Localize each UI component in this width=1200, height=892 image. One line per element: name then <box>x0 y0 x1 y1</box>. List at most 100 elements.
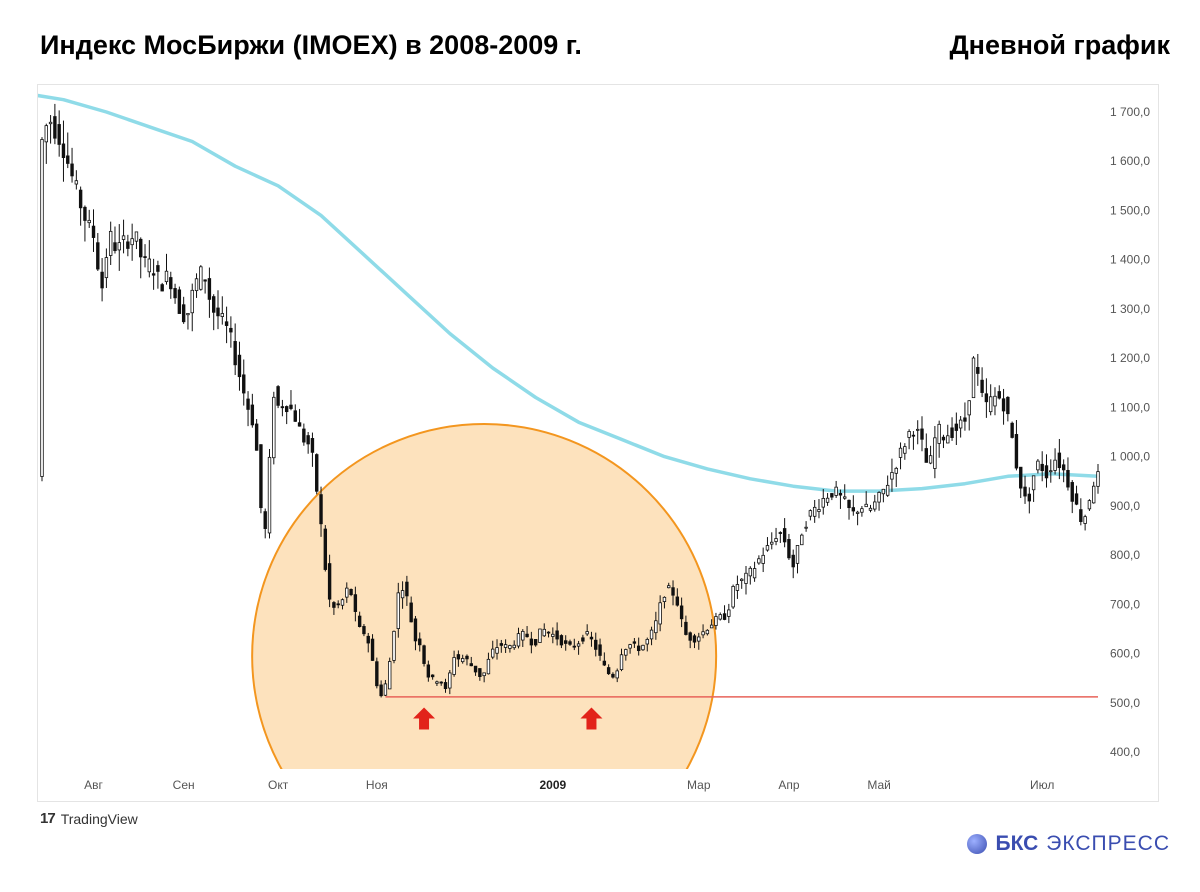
candle <box>718 612 722 621</box>
candle <box>370 634 375 661</box>
candle <box>430 674 435 680</box>
candle <box>692 633 697 649</box>
candle <box>967 400 971 431</box>
candle-body-down <box>529 638 534 646</box>
candle <box>542 623 546 637</box>
candle-body-up <box>340 599 345 606</box>
candle <box>319 486 323 537</box>
candle-body-down <box>954 423 959 431</box>
candle <box>555 622 559 646</box>
candle <box>800 533 804 546</box>
candle <box>568 639 572 646</box>
candle-body-down <box>1006 396 1010 415</box>
candle-body-down <box>679 605 684 620</box>
candle <box>100 258 104 302</box>
candle-body-up <box>117 242 121 251</box>
candle-body-down <box>1057 452 1062 469</box>
candle <box>280 399 285 417</box>
candle <box>847 499 851 520</box>
candle-body-down <box>1074 493 1079 505</box>
candle-body-down <box>160 284 164 292</box>
candle <box>615 668 619 683</box>
candle-body-up <box>735 584 740 591</box>
candle-body-up <box>628 644 632 649</box>
candle-body-up <box>916 428 920 431</box>
candle <box>808 509 813 521</box>
candle <box>194 273 199 298</box>
candle <box>1019 466 1023 499</box>
candle-body-up <box>881 488 886 495</box>
candle <box>1049 459 1053 483</box>
candle <box>495 639 499 660</box>
candle-body-up <box>542 628 546 637</box>
x-tick-label: Мар <box>687 778 711 792</box>
y-tick-label: 1 000,0 <box>1110 450 1150 464</box>
candle-body-down <box>181 304 186 323</box>
candle-body-up <box>718 614 722 620</box>
candle-body-up <box>641 644 645 651</box>
candle <box>782 518 787 548</box>
candle-body-down <box>336 603 340 606</box>
candle-body-up <box>868 507 873 511</box>
candle <box>546 631 551 638</box>
candle <box>426 660 431 682</box>
candle <box>688 631 692 649</box>
candle-body-up <box>503 644 508 648</box>
candle <box>297 408 302 427</box>
chart-frame: 400,0 500,0 600,0 700,0 800,0 900,0 1 000,0 1 1… <box>37 84 1159 802</box>
candle-body-up <box>903 446 907 454</box>
candle <box>727 603 731 624</box>
candle-body-down <box>306 435 310 445</box>
candle-body-up <box>821 498 825 508</box>
candle <box>1066 457 1070 491</box>
y-tick-label: 1 400,0 <box>1110 253 1150 267</box>
candle-body-down <box>602 660 607 666</box>
candle-body-down <box>100 271 104 289</box>
candle <box>851 495 856 516</box>
candle-body-down <box>671 587 675 596</box>
candle-body-up <box>482 672 486 677</box>
y-tick-label: 1 600,0 <box>1110 154 1150 168</box>
candle-body-down <box>276 386 280 406</box>
candle-body-up <box>928 455 933 464</box>
candle <box>838 489 843 509</box>
candle <box>701 624 705 639</box>
candle-body-down <box>684 621 688 635</box>
candle-body-down <box>1066 469 1070 488</box>
candle <box>821 489 825 515</box>
candle <box>1053 448 1057 475</box>
candle <box>186 312 190 330</box>
candle <box>860 506 864 517</box>
candle-body-down <box>237 354 242 378</box>
candle <box>671 580 675 606</box>
candle-body-up <box>907 431 911 438</box>
candle-body-down <box>1044 465 1049 479</box>
candle <box>632 638 637 648</box>
candle <box>868 504 873 513</box>
candle-body-down <box>572 645 576 648</box>
candle-body-up <box>654 620 658 634</box>
candle <box>551 627 555 644</box>
candle <box>1083 514 1087 531</box>
candle <box>121 219 126 254</box>
tradingview-label: TradingView <box>60 810 138 827</box>
candle-body-down <box>1040 463 1044 472</box>
candle <box>70 147 74 183</box>
y-tick-label: 700,0 <box>1110 597 1140 611</box>
candle <box>375 657 379 689</box>
y-tick-label: 1 200,0 <box>1110 351 1150 365</box>
candle <box>482 672 486 683</box>
y-tick-label: 800,0 <box>1110 548 1140 562</box>
candle-body-up <box>74 180 79 185</box>
candle <box>598 638 602 661</box>
candle <box>220 296 224 325</box>
candle-body-down <box>598 644 602 656</box>
x-tick-label: Июл <box>1030 778 1054 792</box>
candle-body-up <box>186 312 190 316</box>
candle-body-down <box>722 613 727 620</box>
candle-body-down <box>366 635 370 644</box>
support-arrow-icon <box>413 707 436 730</box>
candle-body-up <box>147 258 152 273</box>
candle <box>259 444 263 514</box>
candle-body-up <box>993 395 997 407</box>
